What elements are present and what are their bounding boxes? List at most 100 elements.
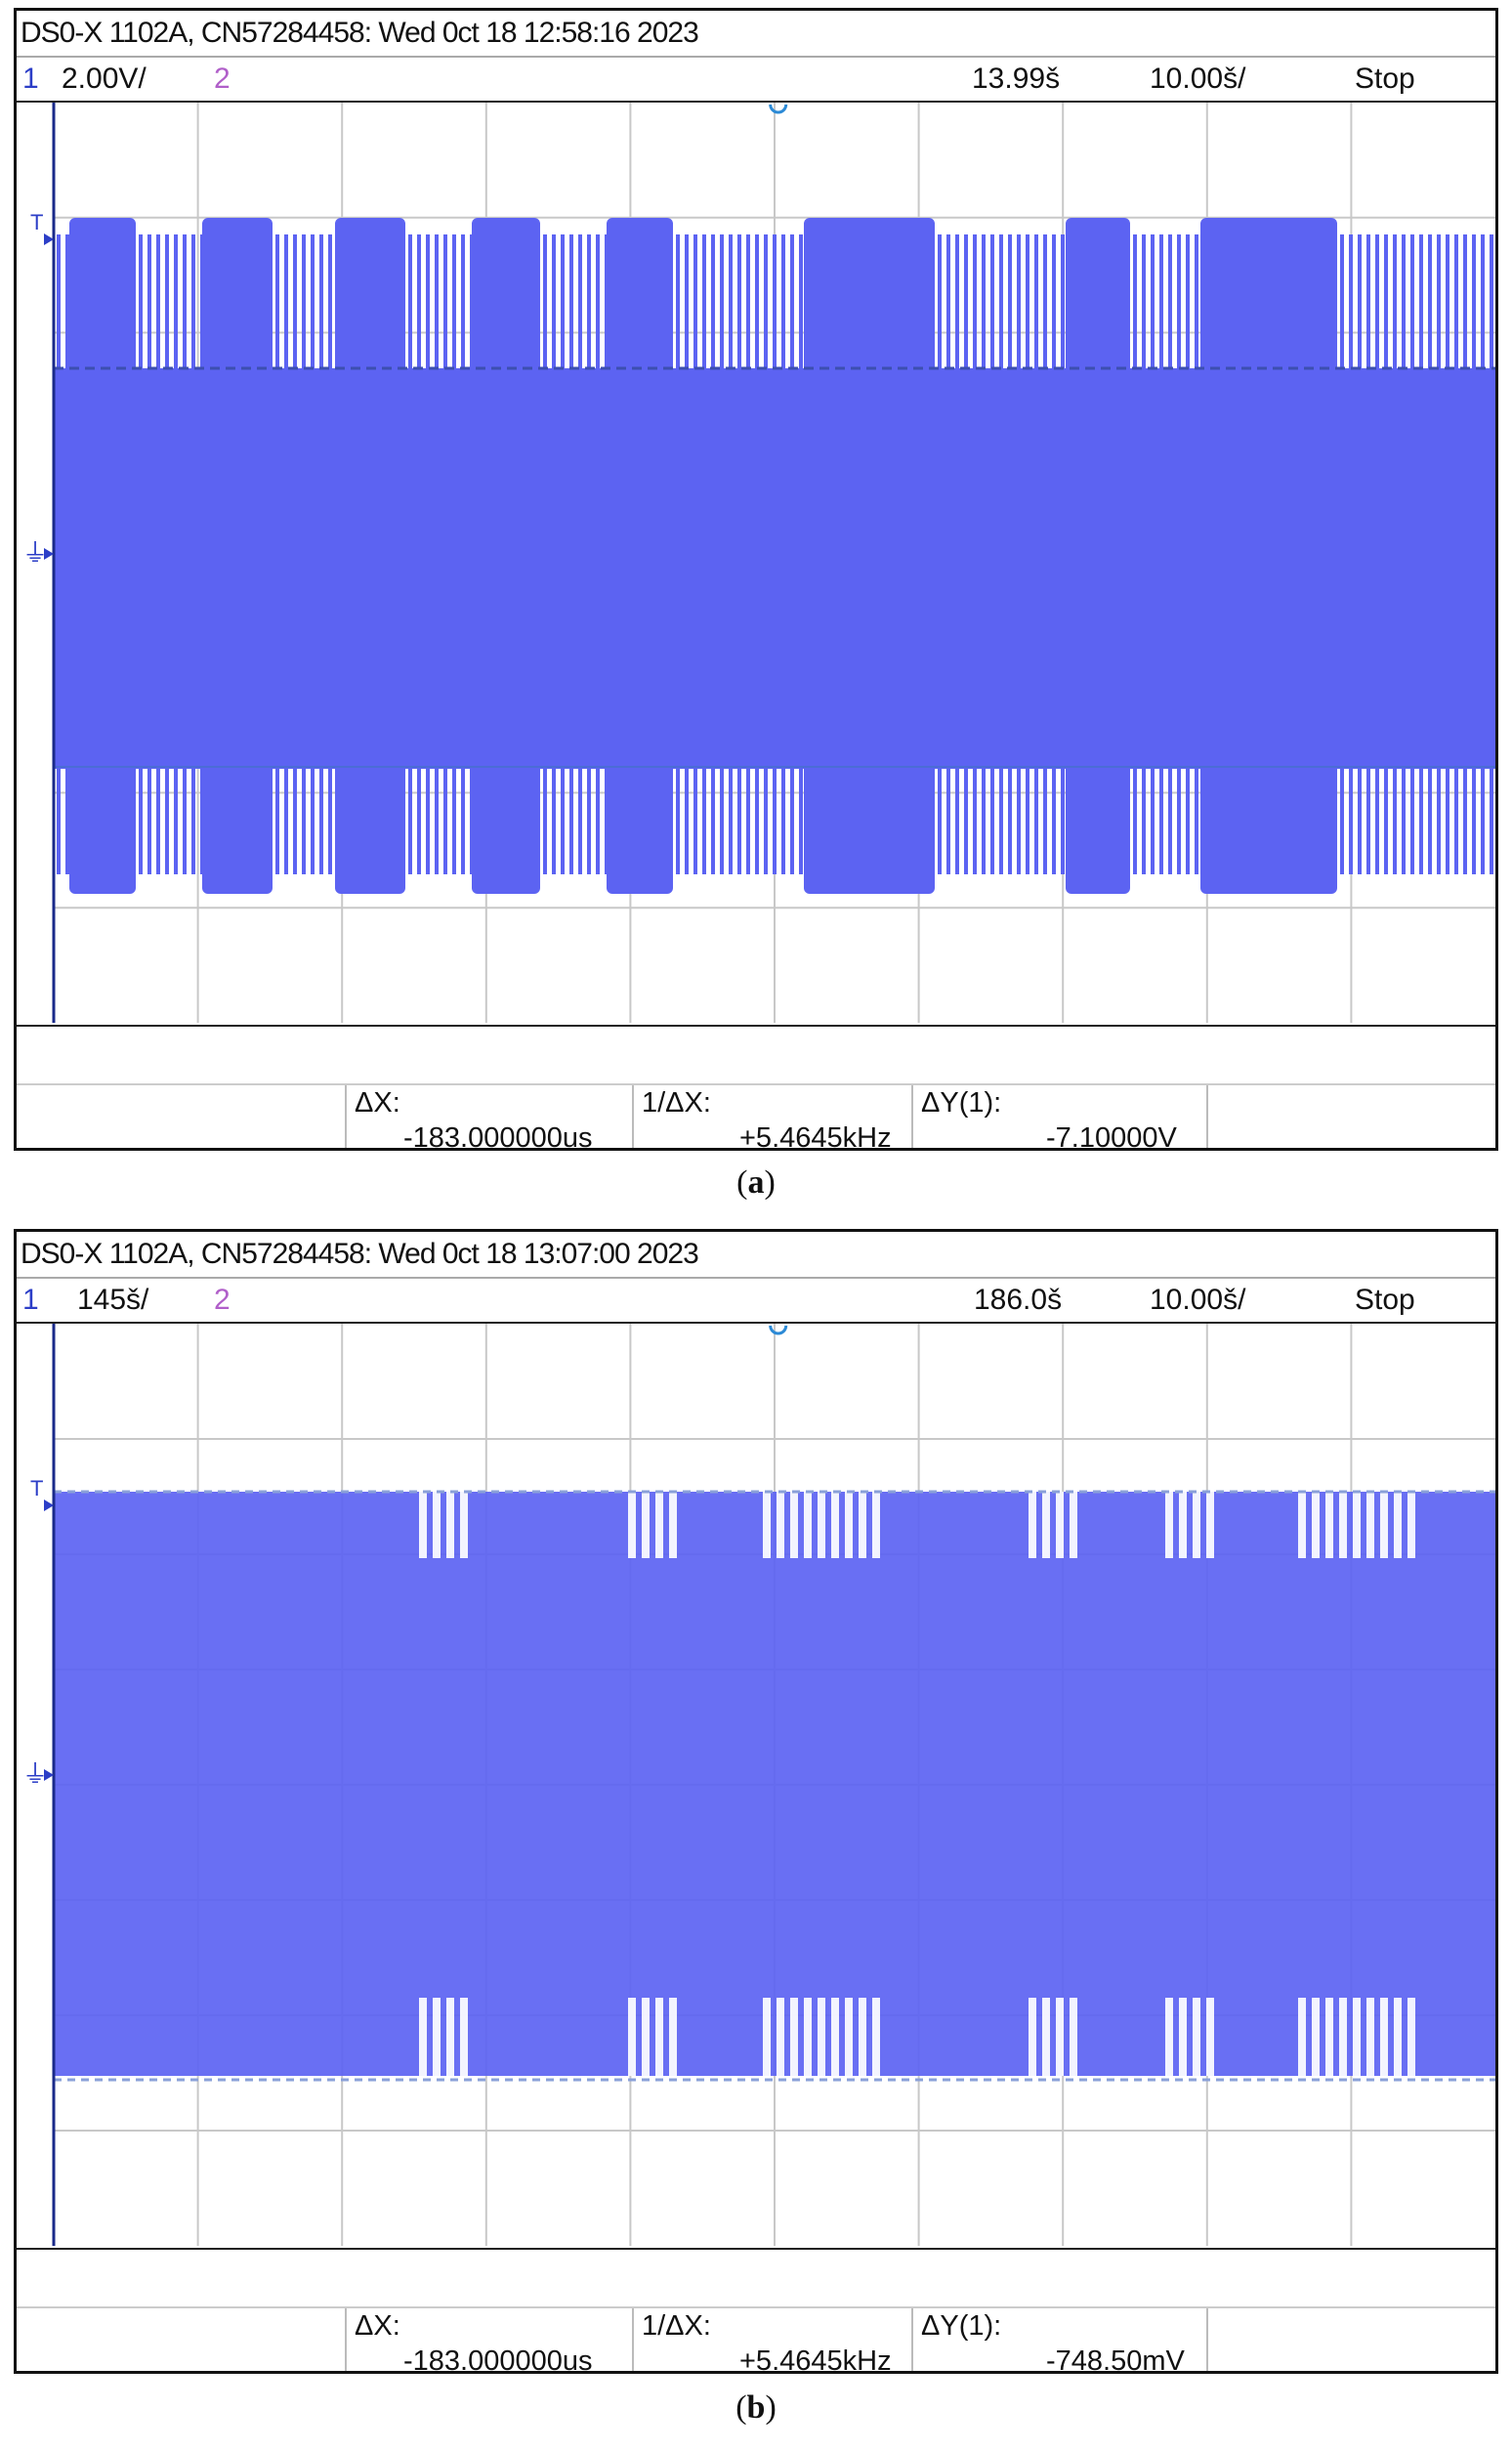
waveform-notch — [433, 1998, 441, 2076]
waveform-spike — [156, 769, 160, 874]
waveform-spike — [328, 234, 332, 368]
waveform-spike — [191, 769, 195, 874]
waveform-spike — [1463, 769, 1467, 874]
channel-1-scale[interactable]: 2.00V/ — [62, 63, 147, 95]
caption-paren-open: ( — [735, 2389, 747, 2426]
waveform-spike — [1159, 234, 1163, 368]
time-scale[interactable]: 10.00š/ — [1150, 1284, 1246, 1316]
waveform-display[interactable]: T ⏚ — [17, 1324, 1495, 2246]
waveform-spike — [1402, 769, 1406, 874]
waveform-spike — [1437, 234, 1441, 368]
time-offset[interactable]: 186.0š — [974, 1284, 1063, 1316]
scope-screen-b: DS0-X 1102A, CN57284458: Wed 0ct 18 13:0… — [14, 1229, 1498, 2377]
trigger-arrow-icon — [44, 233, 54, 245]
waveform-spike — [452, 234, 456, 368]
channel-1-number[interactable]: 1 — [22, 1284, 39, 1316]
run-state[interactable]: Stop — [1355, 1284, 1415, 1316]
waveform-spike — [799, 234, 803, 368]
trigger-level-marker: T — [30, 1476, 43, 1500]
waveform-spike — [1410, 234, 1414, 368]
waveform-notch — [1366, 1998, 1374, 2076]
waveform-spike — [443, 769, 447, 874]
waveform-burst — [335, 218, 405, 894]
waveform-notch — [845, 1492, 853, 1558]
waveform-notch — [804, 1492, 812, 1558]
waveform-spike — [702, 234, 706, 368]
delta-y-value: -748.50mV — [1046, 2345, 1185, 2377]
waveform-notch — [1380, 1492, 1388, 1558]
waveform-spike — [319, 769, 323, 874]
delta-x-label: ΔX: — [355, 1087, 400, 1119]
waveform-svg: T⏚ — [22, 103, 1495, 1023]
waveform-spike — [773, 769, 777, 874]
waveform-notch — [642, 1492, 650, 1558]
measurement-panel: ΔX: -183.000000us 1/ΔX: +5.4645kHz ΔY(1)… — [17, 2248, 1495, 2377]
measurement-separator — [911, 2308, 913, 2371]
waveform-spike — [693, 769, 697, 874]
waveform-notch — [433, 1492, 441, 1558]
waveform-burst — [1200, 218, 1337, 894]
waveform-spike — [65, 769, 69, 874]
waveform-envelope — [54, 1492, 1495, 2076]
waveform-spike — [1393, 769, 1397, 874]
waveform-notch — [669, 1998, 677, 2076]
waveform-notch — [763, 1492, 771, 1558]
time-offset[interactable]: 13.99š — [972, 63, 1061, 95]
waveform-spike — [990, 234, 994, 368]
waveform-spike — [275, 234, 279, 368]
channel-1-scale[interactable]: 145š/ — [77, 1284, 149, 1316]
waveform-spike — [1177, 769, 1181, 874]
waveform-spike — [1384, 769, 1388, 874]
waveform-spike — [946, 234, 950, 368]
waveform-spike — [746, 234, 750, 368]
waveform-spike — [435, 769, 439, 874]
waveform-spike — [183, 234, 187, 368]
waveform-spike — [1168, 769, 1172, 874]
waveform-notch — [872, 1998, 880, 2076]
waveform-spike — [57, 234, 61, 368]
time-reference-icon — [769, 1325, 788, 1335]
waveform-spike — [746, 769, 750, 874]
run-state[interactable]: Stop — [1355, 63, 1415, 95]
waveform-spike — [1034, 769, 1038, 874]
waveform-spike — [702, 769, 706, 874]
waveform-spike — [470, 234, 474, 368]
caption-paren-close: ) — [765, 2389, 777, 2426]
channel-2-number[interactable]: 2 — [214, 1284, 231, 1316]
waveform-spike — [165, 769, 169, 874]
waveform-burst — [69, 218, 136, 894]
channel-2-number[interactable]: 2 — [214, 63, 231, 95]
waveform-spike — [999, 234, 1003, 368]
waveform-spike — [426, 769, 430, 874]
waveform-notch — [1042, 1998, 1050, 2076]
waveform-notch — [818, 1492, 825, 1558]
waveform-notch — [872, 1492, 880, 1558]
waveform-spike — [139, 234, 143, 368]
waveform-spike — [596, 769, 600, 874]
waveform-display[interactable]: T ⏚ — [17, 103, 1495, 1023]
caption-letter: a — [747, 1164, 765, 1201]
waveform-spike — [1061, 234, 1065, 368]
waveform-notch — [1366, 1492, 1374, 1558]
waveform-spike — [755, 234, 759, 368]
waveform-notch — [655, 1998, 663, 2076]
waveform-spike — [191, 234, 195, 368]
waveform-spike — [1052, 769, 1056, 874]
waveform-spike — [1168, 234, 1172, 368]
waveform-spike — [569, 234, 573, 368]
waveform-spike — [1384, 234, 1388, 368]
waveform-notch — [1179, 1492, 1187, 1558]
waveform-spike — [578, 769, 582, 874]
time-scale[interactable]: 10.00š/ — [1150, 63, 1246, 95]
waveform-notch — [628, 1998, 636, 2076]
waveform-notch — [1312, 1998, 1320, 2076]
channel-1-number[interactable]: 1 — [22, 63, 39, 95]
waveform-spike — [57, 769, 61, 874]
waveform-spike — [964, 769, 968, 874]
waveform-spike — [578, 234, 582, 368]
waveform-spike — [1481, 234, 1485, 368]
waveform-spike — [764, 234, 768, 368]
waveform-spike — [311, 234, 315, 368]
waveform-burst — [607, 218, 673, 894]
waveform-spike — [938, 769, 942, 874]
